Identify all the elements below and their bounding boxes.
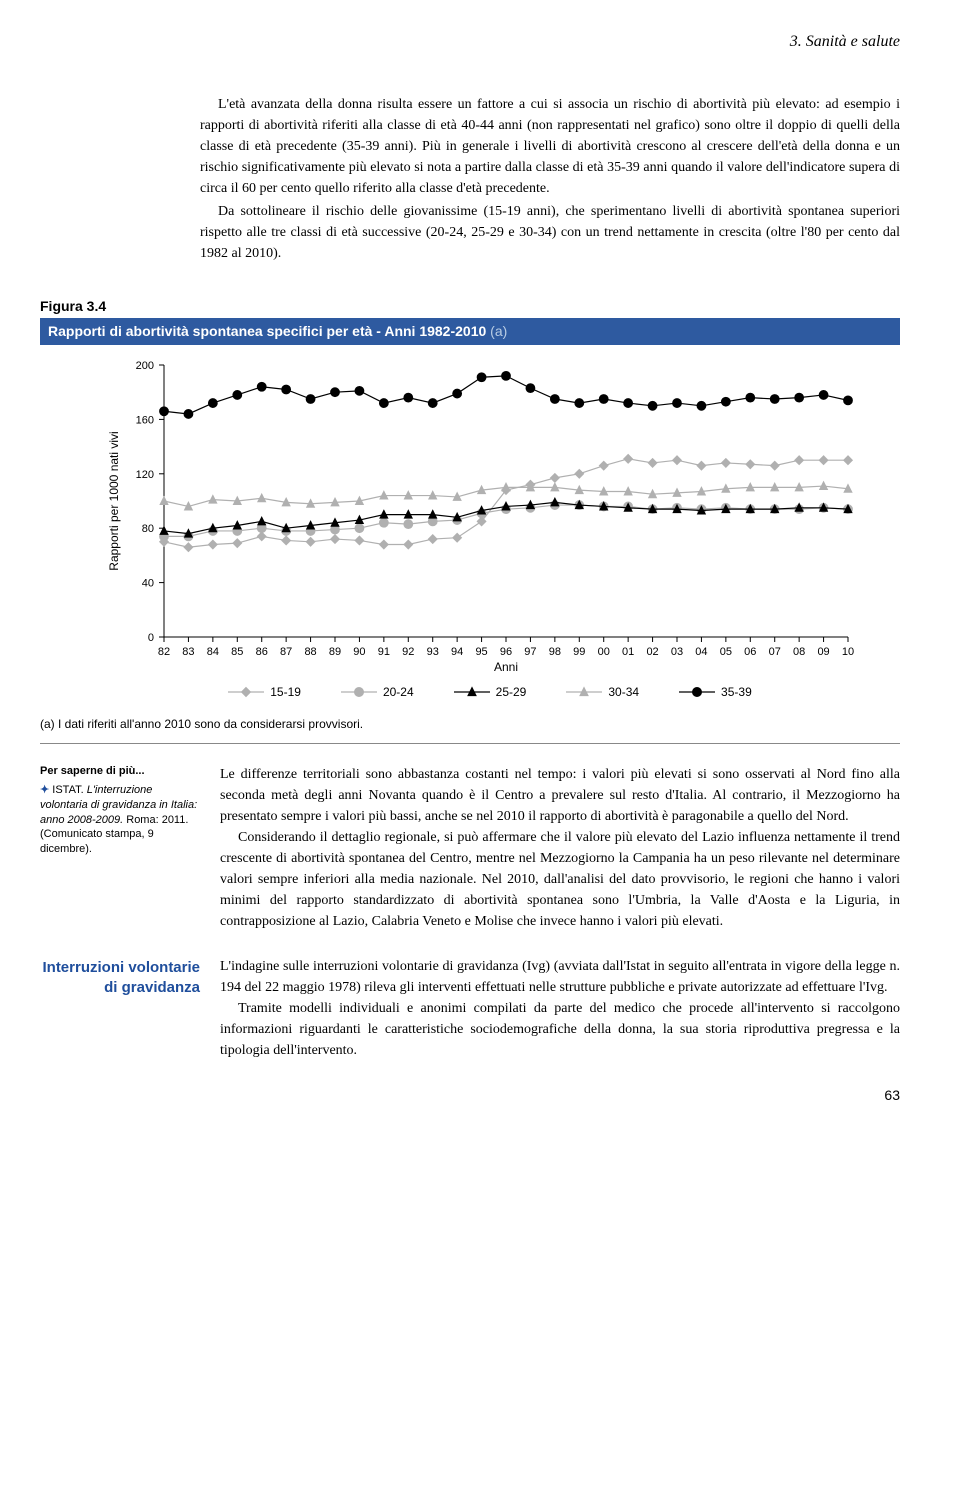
svg-text:80: 80 — [142, 523, 154, 535]
paragraph-2: Da sottolineare il rischio delle giovani… — [200, 201, 900, 264]
intro-paragraphs: L'età avanzata della donna risulta esser… — [200, 94, 900, 264]
sidebar-reference: ✦ ISTAT. L'interruzione volontaria di gr… — [40, 783, 200, 857]
svg-text:120: 120 — [136, 469, 154, 481]
svg-text:10: 10 — [842, 646, 854, 658]
svg-text:88: 88 — [304, 646, 316, 658]
figure-header: Figura 3.4 Rapporti di abortività sponta… — [40, 294, 900, 345]
svg-text:95: 95 — [475, 646, 487, 658]
legend-label: 35-39 — [721, 683, 752, 701]
svg-text:02: 02 — [646, 646, 658, 658]
svg-text:90: 90 — [353, 646, 365, 658]
legend-label: 25-29 — [496, 683, 527, 701]
figure-title-bar: Rapporti di abortività spontanea specifi… — [40, 318, 900, 345]
svg-text:82: 82 — [158, 646, 170, 658]
svg-text:98: 98 — [549, 646, 561, 658]
chapter-header: 3. Sanità e salute — [40, 30, 900, 54]
legend-item: 35-39 — [679, 683, 752, 701]
svg-text:07: 07 — [769, 646, 781, 658]
svg-text:06: 06 — [744, 646, 756, 658]
figure-label: Figura 3.4 — [40, 294, 900, 318]
ref-source: ISTAT. — [52, 784, 83, 796]
svg-text:05: 05 — [720, 646, 732, 658]
legend-item: 15-19 — [228, 683, 301, 701]
section-heading: Interruzioni volontarie di gravidanza — [40, 956, 200, 1061]
svg-text:91: 91 — [378, 646, 390, 658]
svg-text:83: 83 — [182, 646, 194, 658]
svg-text:96: 96 — [500, 646, 512, 658]
svg-text:93: 93 — [427, 646, 439, 658]
svg-text:160: 160 — [136, 414, 154, 426]
svg-text:Anni: Anni — [494, 660, 518, 674]
svg-text:99: 99 — [573, 646, 585, 658]
legend-label: 30-34 — [608, 683, 639, 701]
section-body: L'indagine sulle interruzioni volontarie… — [220, 956, 900, 1061]
svg-text:94: 94 — [451, 646, 463, 658]
section-paragraph-2: Tramite modelli individuali e anonimi co… — [220, 998, 900, 1061]
svg-text:08: 08 — [793, 646, 805, 658]
svg-text:0: 0 — [148, 632, 154, 644]
legend-label: 15-19 — [270, 683, 301, 701]
section-paragraph-1: L'indagine sulle interruzioni volontarie… — [220, 956, 900, 998]
legend-label: 20-24 — [383, 683, 414, 701]
bullet-icon: ✦ — [40, 784, 49, 796]
svg-text:89: 89 — [329, 646, 341, 658]
sidebar-heading: Per saperne di più... — [40, 764, 200, 779]
legend-item: 20-24 — [341, 683, 414, 701]
svg-text:200: 200 — [136, 360, 154, 372]
svg-text:40: 40 — [142, 578, 154, 590]
svg-text:03: 03 — [671, 646, 683, 658]
paragraph-1: L'età avanzata della donna risulta esser… — [200, 94, 900, 199]
lower-paragraph-1: Le differenze territoriali sono abbastan… — [220, 764, 900, 827]
page-number: 63 — [40, 1085, 900, 1106]
svg-text:86: 86 — [256, 646, 268, 658]
legend: 15-19 20-24 25-29 30-34 35-39 — [100, 683, 880, 701]
svg-text:97: 97 — [524, 646, 536, 658]
svg-text:85: 85 — [231, 646, 243, 658]
svg-text:Rapporti per 1000 nati vivi: Rapporti per 1000 nati vivi — [107, 431, 121, 570]
line-chart: 0408012016020082838485868788899091929394… — [100, 355, 860, 675]
svg-text:00: 00 — [598, 646, 610, 658]
svg-text:01: 01 — [622, 646, 634, 658]
figure-title: Rapporti di abortività spontanea specifi… — [48, 323, 486, 339]
svg-text:84: 84 — [207, 646, 219, 658]
svg-text:09: 09 — [817, 646, 829, 658]
svg-text:87: 87 — [280, 646, 292, 658]
svg-text:04: 04 — [695, 646, 707, 658]
lower-paragraph-2: Considerando il dettaglio regionale, si … — [220, 827, 900, 932]
legend-item: 25-29 — [454, 683, 527, 701]
figure-title-suffix: (a) — [490, 323, 507, 339]
sidebar-references: Per saperne di più... ✦ ISTAT. L'interru… — [40, 764, 200, 932]
legend-item: 30-34 — [566, 683, 639, 701]
svg-text:92: 92 — [402, 646, 414, 658]
chart-container: 0408012016020082838485868788899091929394… — [100, 355, 880, 701]
figure-footnote: (a) I dati riferiti all'anno 2010 sono d… — [40, 715, 900, 744]
lower-body-text: Le differenze territoriali sono abbastan… — [220, 764, 900, 932]
